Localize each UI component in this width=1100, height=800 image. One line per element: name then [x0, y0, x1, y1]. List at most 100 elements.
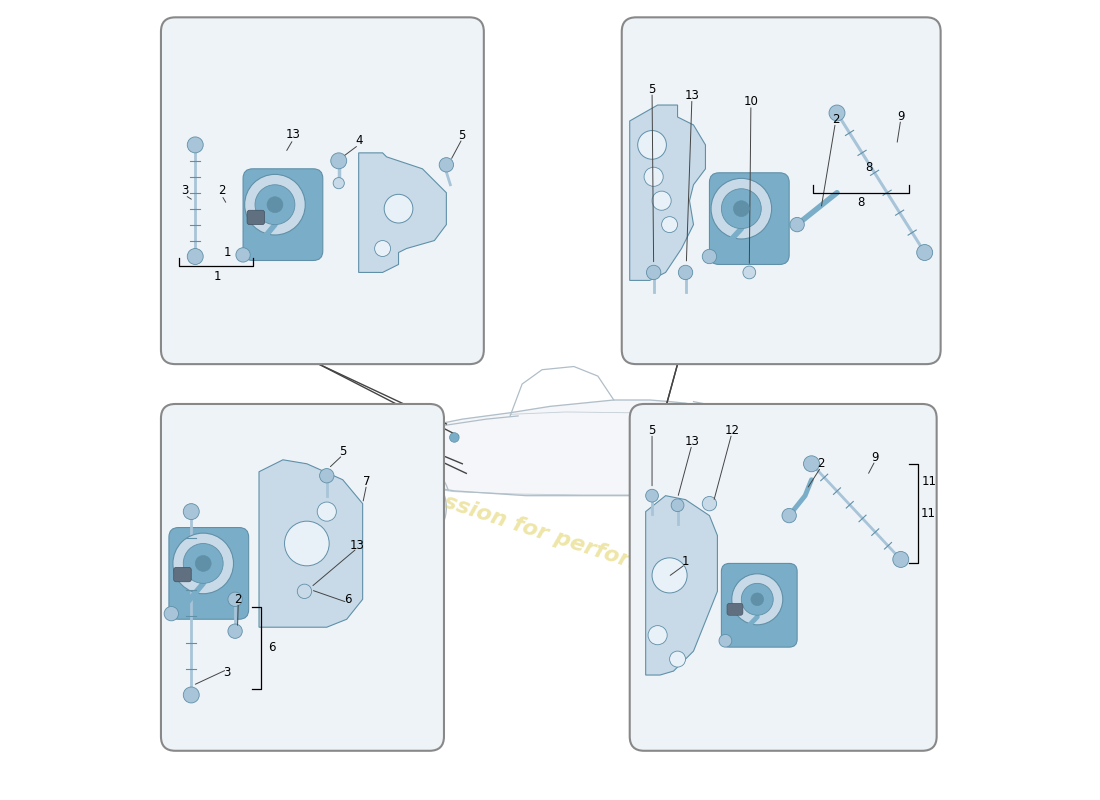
Text: 7: 7 [363, 475, 371, 488]
Circle shape [645, 167, 663, 186]
Text: 5: 5 [648, 82, 656, 95]
Circle shape [173, 533, 233, 594]
Text: 1985: 1985 [747, 287, 847, 322]
Circle shape [267, 197, 283, 213]
Text: 9: 9 [896, 110, 904, 122]
Circle shape [184, 504, 199, 519]
Polygon shape [344, 400, 774, 496]
Text: 1: 1 [223, 246, 231, 259]
FancyBboxPatch shape [727, 603, 742, 615]
Circle shape [439, 158, 453, 172]
Circle shape [646, 490, 659, 502]
Circle shape [320, 469, 334, 483]
Text: 11: 11 [921, 506, 935, 520]
Circle shape [782, 509, 796, 522]
FancyBboxPatch shape [722, 563, 798, 647]
Circle shape [366, 468, 447, 547]
Circle shape [331, 153, 346, 169]
FancyBboxPatch shape [710, 173, 789, 265]
Text: 13: 13 [350, 538, 364, 551]
Circle shape [378, 480, 434, 535]
Circle shape [803, 456, 820, 472]
Polygon shape [258, 460, 363, 627]
Circle shape [711, 178, 771, 239]
Text: 13: 13 [286, 128, 300, 141]
Circle shape [317, 502, 337, 521]
Circle shape [187, 249, 204, 265]
Circle shape [184, 687, 199, 703]
Circle shape [187, 137, 204, 153]
Circle shape [652, 558, 688, 593]
FancyBboxPatch shape [621, 18, 940, 364]
Circle shape [195, 555, 211, 571]
Text: 8: 8 [857, 196, 865, 209]
Circle shape [184, 543, 223, 583]
Circle shape [734, 201, 749, 217]
FancyBboxPatch shape [161, 18, 484, 364]
Text: 2: 2 [218, 184, 226, 197]
Circle shape [702, 497, 716, 511]
Circle shape [671, 499, 684, 512]
Circle shape [652, 427, 662, 437]
Circle shape [719, 634, 732, 647]
FancyBboxPatch shape [248, 210, 265, 225]
Circle shape [333, 178, 344, 189]
Circle shape [384, 194, 412, 223]
Text: 1: 1 [213, 270, 221, 283]
Text: 6: 6 [344, 593, 351, 606]
Text: 12: 12 [724, 424, 739, 437]
Text: 4: 4 [355, 134, 362, 147]
Circle shape [652, 191, 671, 210]
Circle shape [661, 470, 741, 549]
Circle shape [235, 248, 250, 262]
Text: a passion for performance: a passion for performance [389, 475, 711, 596]
Text: 3: 3 [182, 184, 188, 197]
Circle shape [647, 266, 661, 280]
Circle shape [673, 482, 729, 537]
Circle shape [285, 521, 329, 566]
Circle shape [661, 217, 678, 233]
Circle shape [648, 626, 668, 645]
Polygon shape [629, 105, 705, 281]
Text: 6: 6 [268, 641, 275, 654]
Circle shape [742, 266, 756, 279]
Text: 11: 11 [921, 475, 936, 488]
FancyBboxPatch shape [243, 169, 322, 261]
Text: 2: 2 [234, 593, 242, 606]
Circle shape [790, 218, 804, 232]
Circle shape [893, 551, 909, 567]
Circle shape [375, 241, 390, 257]
FancyBboxPatch shape [169, 527, 249, 619]
Text: 9: 9 [871, 451, 879, 464]
Circle shape [228, 624, 242, 638]
Polygon shape [646, 496, 717, 675]
Circle shape [829, 105, 845, 121]
Circle shape [741, 583, 773, 615]
Text: 2: 2 [832, 113, 839, 126]
Text: 13: 13 [684, 435, 700, 448]
Circle shape [722, 189, 761, 229]
Text: 13: 13 [684, 89, 700, 102]
Circle shape [255, 185, 295, 225]
Text: 3: 3 [223, 666, 231, 679]
Circle shape [916, 245, 933, 261]
Circle shape [297, 584, 311, 598]
Circle shape [670, 651, 685, 667]
Circle shape [751, 593, 763, 606]
FancyBboxPatch shape [629, 404, 937, 750]
Circle shape [395, 496, 418, 519]
Circle shape [244, 174, 306, 235]
Text: 5: 5 [648, 424, 656, 437]
Circle shape [679, 266, 693, 280]
Text: 10: 10 [744, 94, 758, 107]
Text: 5: 5 [459, 129, 466, 142]
Text: 8: 8 [866, 161, 872, 174]
Circle shape [450, 433, 459, 442]
Text: 5: 5 [339, 446, 346, 458]
Polygon shape [359, 153, 447, 273]
FancyBboxPatch shape [174, 567, 191, 582]
FancyBboxPatch shape [161, 404, 444, 750]
Text: 2: 2 [817, 458, 825, 470]
Circle shape [164, 606, 178, 621]
Circle shape [702, 250, 716, 264]
